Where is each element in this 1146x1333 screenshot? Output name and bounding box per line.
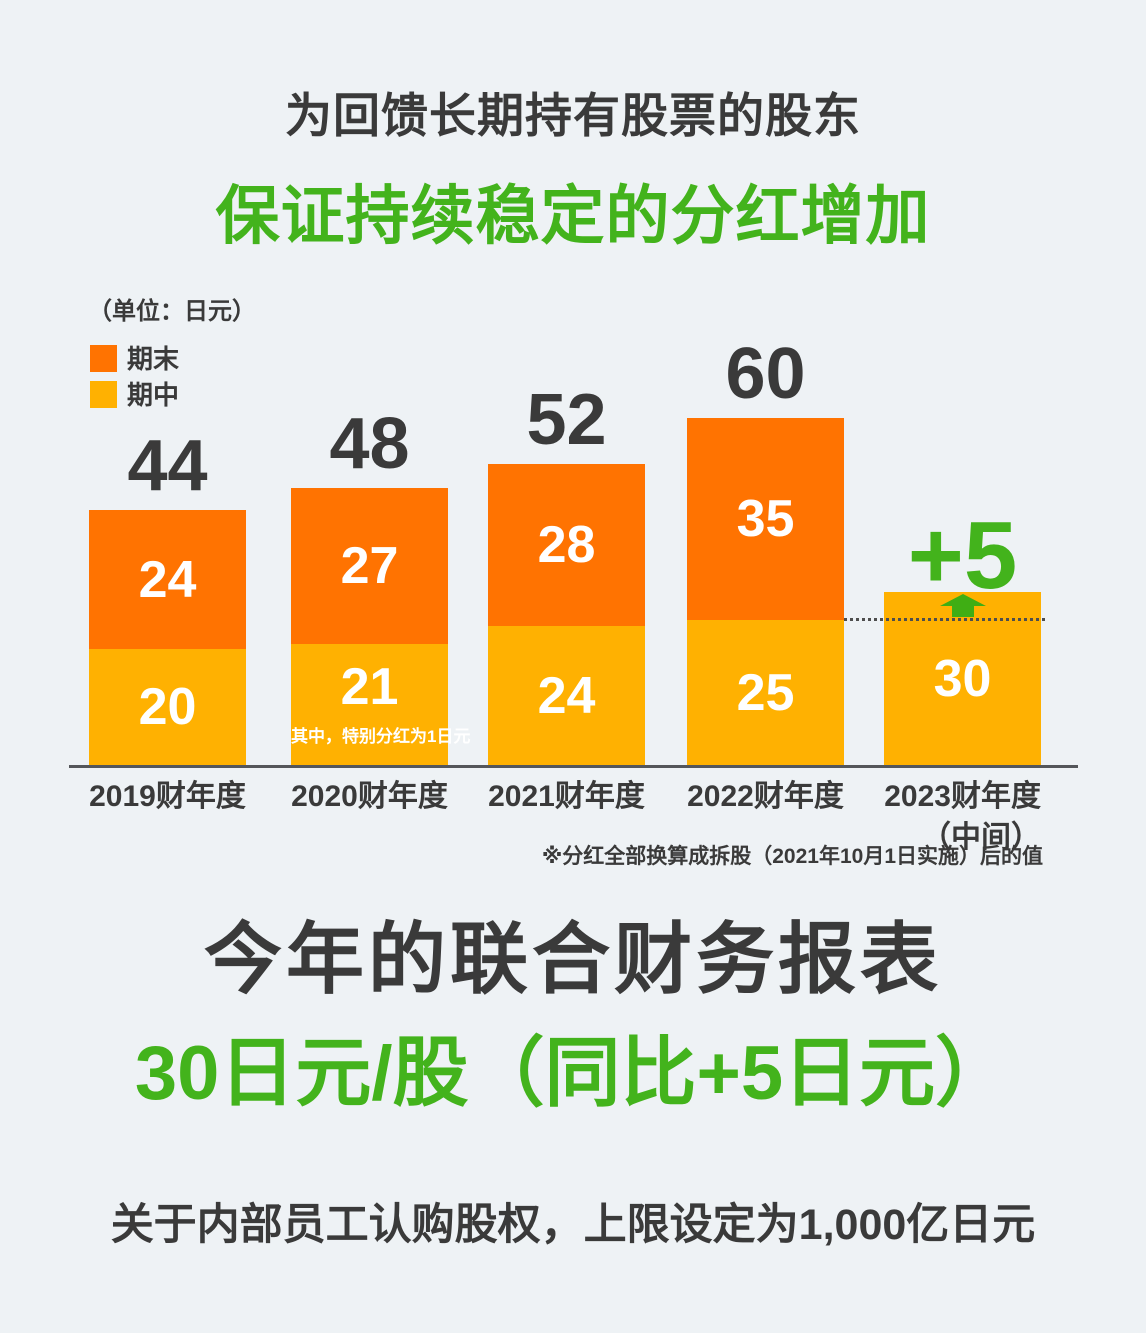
- bar-segment-final-0: 24: [89, 510, 246, 649]
- main-title: 为回馈长期持有股票的股东: [285, 89, 861, 142]
- category-label-text-3: 2022财年度: [687, 780, 844, 813]
- category-label-text-1: 2020财年度: [291, 780, 448, 813]
- bar-segment-interim-0: 20: [89, 649, 246, 765]
- bar-segment-interim-1: 21 其中，特别分红为1日元: [291, 644, 471, 765]
- segment-value-final-1: 27: [340, 537, 399, 595]
- segment-value-interim-2: 24: [537, 666, 596, 725]
- category-label-0: 2019财年度: [58, 776, 277, 817]
- bar-segment-interim-2: 24: [488, 626, 645, 765]
- chart-footnote: ※分红全部换算成拆股（2021年10月1日实施）后的值: [541, 845, 1043, 868]
- legend-item-final: 期末: [90, 345, 179, 372]
- footer-note: 关于内部员工认购股权，上限设定为1,000亿日元: [110, 1201, 1036, 1249]
- bar-total-label-1: 48: [329, 404, 410, 484]
- segment-value-interim-0: 20: [138, 678, 197, 736]
- increase-arrow-icon: [939, 594, 986, 617]
- bar-segment-final-3: 35: [687, 418, 844, 620]
- category-label-text-4: 2023财年度: [884, 780, 1041, 813]
- legend-label-interim: 期中: [127, 379, 180, 410]
- reference-dotted-line: [844, 618, 1045, 621]
- legend-label-final: 期末: [127, 343, 180, 374]
- category-label-1: 2020财年度: [260, 776, 479, 817]
- x-axis-line: [69, 765, 1078, 768]
- segment-value-final-2: 28: [537, 516, 596, 574]
- bar-total-label-3: 60: [725, 334, 806, 414]
- bar-segment-final-1: 27: [291, 488, 448, 644]
- bar-segment-final-2: 28: [488, 464, 645, 626]
- legend-swatch-final-icon: [90, 345, 117, 372]
- delta-label: +5: [907, 502, 1018, 609]
- bar-segment-interim-3: 25: [687, 620, 844, 765]
- category-label-text-2: 2021财年度: [488, 780, 645, 813]
- summary-heading: 今年的联合财务报表: [203, 915, 942, 1003]
- category-label-3: 2022财年度: [656, 776, 875, 817]
- bar-total-label-2: 52: [526, 380, 607, 460]
- segment-value-interim-1: 21: [340, 657, 399, 716]
- segment-value-final-0: 24: [138, 550, 197, 609]
- special-dividend-note: 其中，特别分红为1日元: [291, 727, 471, 746]
- legend-swatch-interim-icon: [90, 381, 117, 408]
- segment-value-interim-4: 30: [933, 649, 992, 708]
- chart-subtitle: 保证持续稳定的分红增加: [215, 180, 931, 252]
- summary-highlight: 30日元/股（同比+5日元）: [134, 1031, 1012, 1116]
- unit-label: （单位：日元）: [88, 298, 256, 325]
- category-label-2: 2021财年度: [457, 776, 676, 817]
- bar-total-label-0: 44: [127, 426, 208, 506]
- category-label-text-0: 2019财年度: [89, 780, 246, 813]
- segment-value-interim-3: 25: [736, 663, 795, 722]
- segment-value-final-3: 35: [736, 490, 795, 548]
- legend-item-interim: 期中: [90, 381, 179, 408]
